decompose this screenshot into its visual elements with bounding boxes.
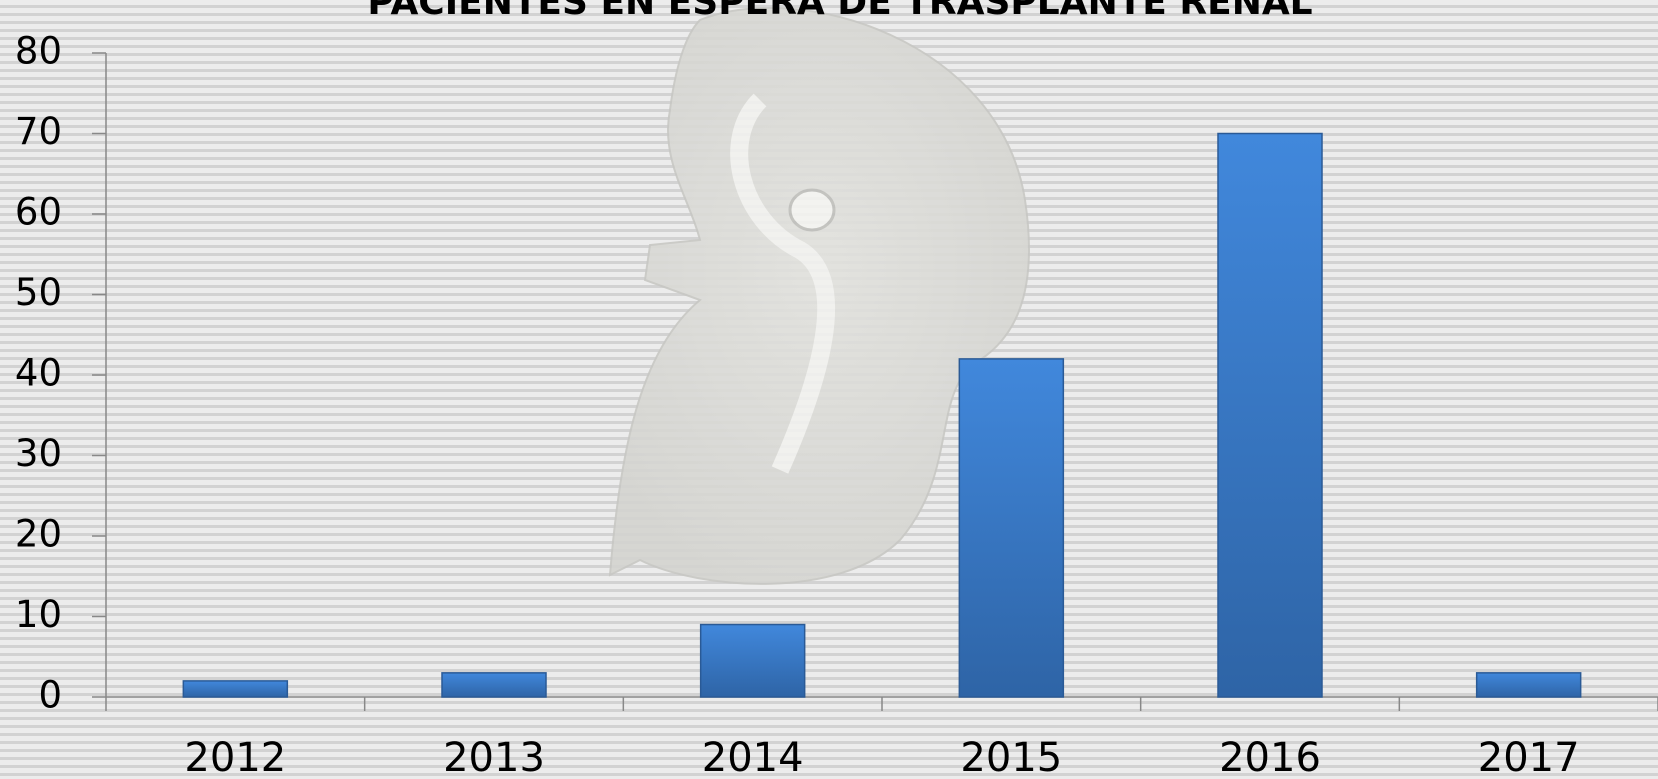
bar	[959, 359, 1063, 697]
bar	[442, 673, 546, 697]
x-tick-label: 2015	[960, 735, 1062, 779]
chart-title: PACIENTES EN ESPERA DE TRASPLANTE RENAL	[367, 0, 1312, 23]
x-tick-label: 2016	[1219, 735, 1321, 779]
y-tick-label: 80	[15, 30, 62, 73]
bar	[183, 681, 287, 697]
y-tick-label: 40	[15, 352, 62, 395]
y-tick-label: 70	[15, 110, 62, 153]
x-tick-label: 2014	[702, 735, 804, 779]
y-tick-label: 0	[38, 674, 62, 717]
bar	[1218, 134, 1322, 698]
bar	[701, 625, 805, 697]
x-tick-label: 2012	[184, 735, 286, 779]
y-tick-label: 50	[15, 271, 62, 314]
y-tick-label: 30	[15, 432, 62, 475]
y-tick-label: 60	[15, 191, 62, 234]
x-tick-label: 2017	[1478, 735, 1580, 779]
y-tick-label: 10	[15, 593, 62, 636]
y-tick-label: 20	[15, 513, 62, 556]
bar	[1477, 673, 1581, 697]
chart: PACIENTES EN ESPERA DE TRASPLANTE RENAL …	[0, 0, 1658, 779]
x-tick-label: 2013	[443, 735, 545, 779]
